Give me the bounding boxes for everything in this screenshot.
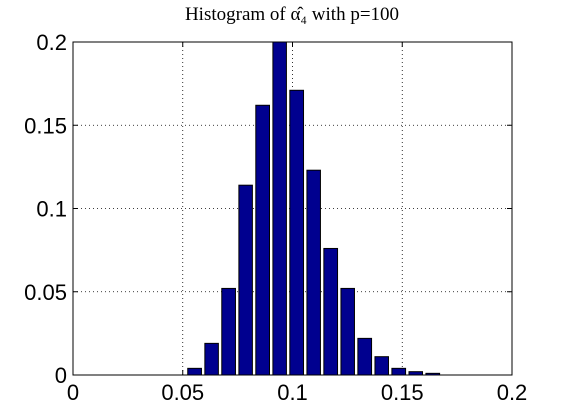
bar (255, 104, 270, 376)
bar (289, 89, 305, 376)
x-tick-label: 0.2 (497, 380, 528, 405)
y-tick-label: 0.05 (24, 280, 67, 305)
x-tick-label: 0.15 (381, 380, 424, 405)
x-tick-label: 0.1 (277, 380, 308, 405)
axes-box (72, 41, 513, 376)
bar (340, 287, 355, 376)
y-tick-label: 0.1 (36, 197, 67, 222)
x-tick-label: 0.05 (161, 380, 204, 405)
bar (238, 184, 253, 376)
bar (221, 287, 236, 376)
bar (374, 356, 389, 376)
chart-title: Histogram of α̂₄ with p=100 (185, 4, 399, 25)
x-tick-label: 0 (67, 380, 79, 405)
bar (204, 342, 219, 376)
bar (306, 169, 321, 376)
bar (323, 247, 339, 376)
bar (357, 337, 373, 376)
bar (187, 367, 202, 376)
bar (391, 367, 407, 376)
y-tick-label: 0.15 (24, 113, 67, 138)
bar (272, 41, 287, 376)
y-tick-label: 0 (55, 363, 67, 388)
y-tick-label: 0.2 (36, 30, 67, 55)
